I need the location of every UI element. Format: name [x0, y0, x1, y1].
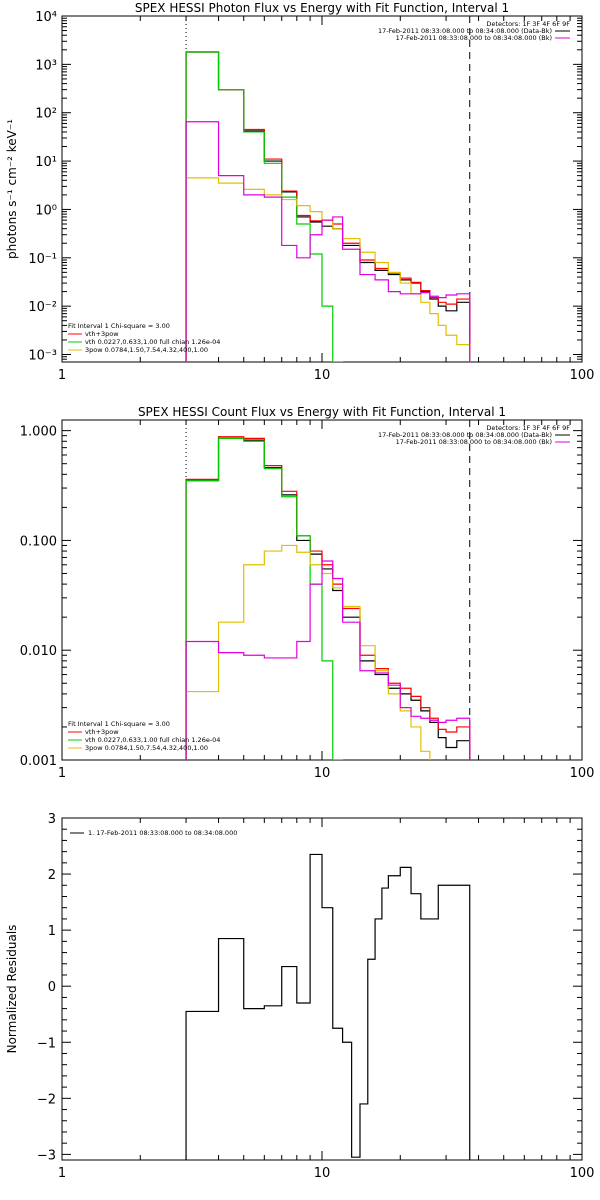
- x-tick-label: 1: [58, 766, 66, 781]
- chart-title: SPEX HESSI Count Flux vs Energy with Fit…: [138, 405, 506, 419]
- info-text: 17-Feb-2011 08:33:08.000 to 08:34:08.000…: [396, 34, 552, 42]
- chart-title: SPEX HESSI Photon Flux vs Energy with Fi…: [135, 1, 509, 15]
- chart-3: Normalized Residuals 1 10 100 −3 −2 −1 0 1 2 3 1. 1…: [5, 812, 595, 1181]
- x-tick-label: 100: [570, 368, 595, 383]
- series-5-line: [185, 121, 471, 362]
- legend-text: 3pow 0.0784,1.50,7.54,4.32,400,1.00: [85, 744, 208, 752]
- x-tick-label: 100: [570, 1166, 595, 1181]
- info-text: Detectors: 1F 3F 4F 6F 9F: [486, 20, 570, 28]
- series-2-line: [185, 51, 471, 362]
- legend-text: Fit Interval 1 Chi-square = 3.00: [68, 322, 170, 330]
- legend-text: vth+3pow: [85, 330, 119, 338]
- y-tick-label: 2: [48, 868, 56, 883]
- series-4-line: [185, 544, 431, 760]
- y-tick-label: 10⁰: [35, 203, 57, 218]
- x-tick-label: 10: [314, 766, 331, 781]
- legend-text: vth 0.0227,0.633,1.00 full chian 1.26e-0…: [85, 736, 220, 744]
- info-text: 17-Feb-2011 08:33:08.000 to 08:34:08.000…: [396, 438, 552, 446]
- y-tick-label: 3: [48, 812, 56, 827]
- x-tick-label: 1: [58, 368, 66, 383]
- legend-text: Fit Interval 1 Chi-square = 3.00: [68, 720, 170, 728]
- legend-text: vth+3pow: [85, 728, 119, 736]
- x-tick-label: 100: [570, 766, 595, 781]
- legend-text: vth 0.0227,0.633,1.00 full chian 1.26e-0…: [85, 338, 220, 346]
- legend-text: 1. 17-Feb-2011 08:33:08.000 to 08:34:08.…: [88, 829, 237, 837]
- y-axis-label: Normalized Residuals: [5, 925, 19, 1054]
- chart-2: SPEX HESSI Count Flux vs Energy with Fit…: [20, 405, 595, 781]
- legend-text: 3pow 0.0784,1.50,7.54,4.32,400,1.00: [85, 346, 208, 354]
- y-tick-label: 1.000: [20, 425, 57, 440]
- info-text: 17-Feb-2011 08:33:08.000 to 08:34:08.000…: [378, 431, 552, 439]
- y-tick-label: 10⁻¹: [28, 252, 57, 267]
- y-tick-label: −3: [37, 1148, 56, 1163]
- y-tick-label: 10³: [35, 58, 57, 73]
- series-2-line: [185, 436, 471, 760]
- y-tick-label: 0.010: [20, 644, 57, 659]
- series-3-line: [185, 51, 344, 362]
- y-tick-label: 10¹: [35, 155, 57, 170]
- x-tick-label: 10: [314, 368, 331, 383]
- y-tick-label: 0.001: [20, 754, 57, 769]
- series-1-line: [185, 51, 471, 362]
- y-tick-label: −1: [37, 1036, 56, 1051]
- y-tick-label: 10⁴: [35, 10, 57, 25]
- x-tick-label: 1: [58, 1166, 66, 1181]
- info-text: Detectors: 1F 3F 4F 6F 9F: [486, 424, 570, 432]
- y-tick-label: 0: [48, 980, 56, 995]
- series-1-line: [185, 437, 471, 760]
- x-tick-label: 10: [314, 1166, 331, 1181]
- y-tick-label: 1: [48, 924, 56, 939]
- series-1-line: [185, 853, 471, 1160]
- y-tick-label: 10⁻²: [28, 300, 57, 315]
- series-4-line: [185, 177, 471, 362]
- y-tick-label: −2: [37, 1092, 56, 1107]
- y-axis-label: photons s⁻¹ cm⁻² keV⁻¹: [5, 119, 19, 259]
- y-tick-label: 10²: [35, 107, 57, 122]
- plot-frame: [61, 15, 583, 363]
- y-tick-label: 0.100: [20, 534, 57, 549]
- y-tick-label: 10⁻³: [28, 349, 57, 364]
- chart-1: SPEX HESSI Photon Flux vs Energy with Fi…: [5, 1, 595, 383]
- info-text: 17-Feb-2011 08:33:08.000 to 08:34:08.000…: [378, 27, 552, 35]
- series-3-line: [185, 437, 344, 760]
- series-5-line: [185, 560, 471, 760]
